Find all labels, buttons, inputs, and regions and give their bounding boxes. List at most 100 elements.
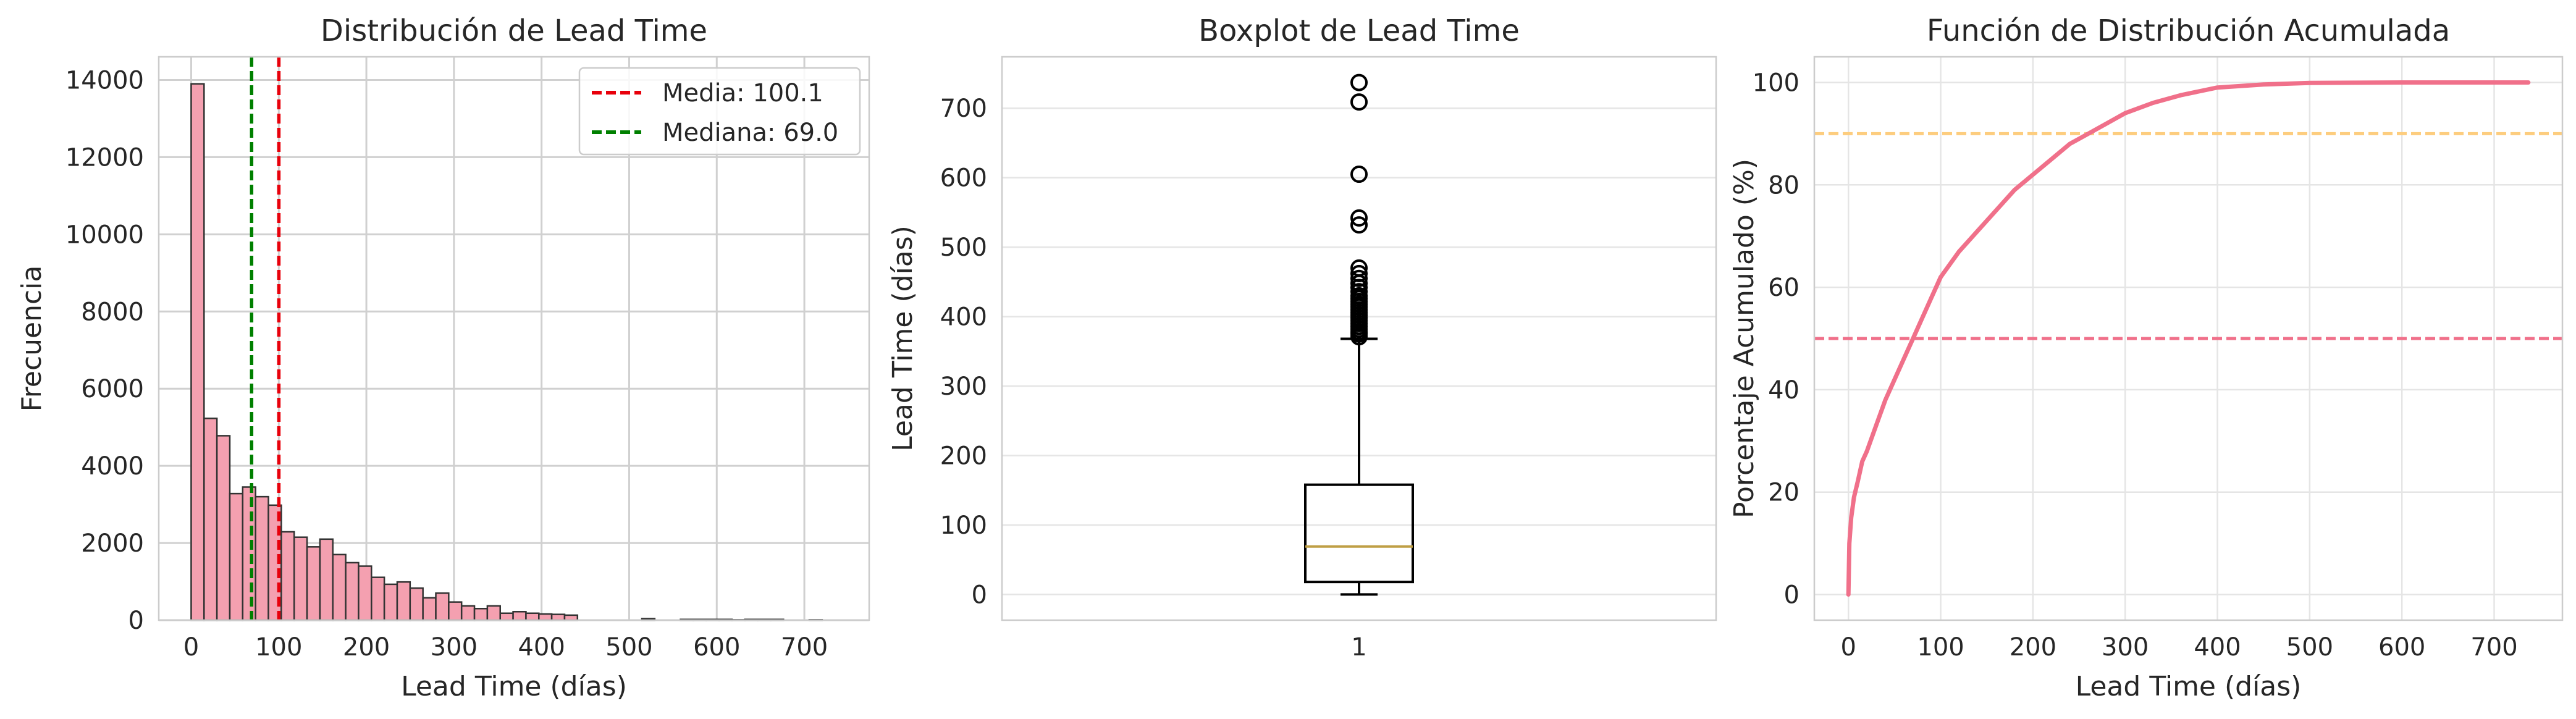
y-tick-label: 4000	[81, 452, 144, 481]
y-tick-label: 100	[940, 511, 987, 540]
histogram-bar	[460, 605, 476, 621]
x-tick-label: 300	[2102, 633, 2149, 662]
y-tick-label: 14000	[65, 66, 144, 95]
x-tick-label: 400	[2194, 633, 2241, 662]
histogram-bar	[409, 587, 424, 621]
histogram-bar	[242, 486, 256, 621]
x-tick-label: 600	[693, 633, 740, 662]
cdf-plot-frame	[1813, 56, 2564, 621]
histogram-bar	[486, 605, 501, 621]
y-tick-label: 0	[128, 607, 144, 635]
legend-median-label: Mediana: 69.0	[662, 119, 838, 147]
histogram-bar	[280, 531, 295, 621]
outlier-point	[1350, 259, 1368, 277]
histogram-reference-lines	[250, 57, 281, 620]
outlier-point	[1350, 264, 1368, 282]
y-tick-label: 2000	[81, 529, 144, 558]
x-tick-label: 500	[2286, 633, 2333, 662]
outlier-point	[1350, 216, 1368, 234]
histogram-plot-frame	[158, 56, 870, 621]
cdf-x-tick-labels: 0 100 200 300 400 500 600 700	[1841, 633, 2518, 662]
y-tick-label: 8000	[81, 298, 144, 326]
legend-mean-label: Media: 100.1	[662, 79, 823, 107]
histogram-bar	[473, 608, 489, 621]
histogram-bar	[229, 492, 244, 621]
histogram-bar	[371, 576, 385, 621]
y-tick-label: 100	[1753, 69, 1799, 97]
x-tick-label: 500	[605, 633, 652, 662]
boxplot-title: Boxplot de Lead Time	[1198, 14, 1520, 48]
x-tick-label: 700	[2470, 633, 2517, 662]
x-tick-label: 400	[518, 633, 565, 662]
histogram-bar	[203, 418, 218, 621]
x-tick-label: 100	[255, 633, 302, 662]
boxplot-plot-frame	[1001, 56, 1717, 621]
histogram-bar	[293, 536, 308, 621]
x-tick-label: 600	[2378, 633, 2425, 662]
y-tick-label: 0	[972, 581, 987, 609]
histogram-bar	[332, 553, 347, 621]
histogram-bar	[396, 581, 411, 621]
iqr-box	[1304, 483, 1414, 584]
histogram-y-tick-labels: 0 2000 4000 6000 8000 10000 12000 14000	[65, 66, 144, 635]
outlier-point	[1350, 166, 1368, 183]
cdf-y-axis-label: Porcentaje Acumulado (%)	[1728, 159, 1760, 518]
histogram-title: Distribución de Lead Time	[321, 14, 707, 48]
histogram-bar	[306, 546, 321, 621]
x-tick-label: 100	[1917, 633, 1964, 662]
histogram-bar	[499, 612, 514, 621]
x-tick-label: 0	[1841, 633, 1856, 662]
histogram-bar	[422, 597, 437, 621]
x-tick-label: 0	[183, 633, 199, 662]
y-tick-label: 0	[1784, 581, 1799, 610]
y-tick-label: 12000	[65, 143, 144, 172]
x-tick-label: 200	[2010, 633, 2056, 662]
y-tick-label: 80	[1768, 171, 1799, 200]
cdf-x-axis-label: Lead Time (días)	[2076, 671, 2302, 702]
y-tick-label: 6000	[81, 375, 144, 403]
cdf-reference-lines	[1814, 132, 2562, 340]
cdf-y-tick-labels: 0 20 40 60 80 100	[1753, 69, 1799, 609]
histogram-bar	[358, 565, 373, 621]
y-tick-label: 10000	[65, 221, 144, 249]
histogram-bar	[216, 435, 231, 621]
histogram-bar	[435, 592, 450, 621]
histogram-y-axis-label: Frecuencia	[16, 266, 48, 412]
x-tick-label: 700	[781, 633, 828, 662]
y-tick-label: 300	[940, 372, 987, 401]
histogram-bar	[319, 538, 334, 621]
y-tick-label: 600	[940, 164, 987, 193]
histogram-bar	[538, 613, 553, 621]
legend-box	[578, 67, 861, 156]
boxplot-box	[1304, 337, 1414, 596]
histogram-panel: 0 100 200 300 400 500 600 700 0 2000 4000 6000 8000…	[16, 14, 870, 702]
y-tick-label: 200	[940, 442, 987, 470]
y-tick-label: 60	[1768, 274, 1799, 302]
cdf-line	[1846, 80, 2531, 597]
outlier-point	[1350, 74, 1368, 91]
outlier-point	[1350, 209, 1368, 227]
outlier-point	[1350, 269, 1368, 287]
y-tick-label: 400	[940, 303, 987, 332]
histogram-bar	[383, 583, 398, 621]
x-tick-label: 300	[431, 633, 478, 662]
y-tick-label: 700	[940, 95, 987, 123]
x-tick-label: 200	[343, 633, 390, 662]
histogram-bar	[525, 612, 540, 621]
histogram-bar	[448, 601, 463, 621]
histogram-bar	[550, 613, 566, 621]
outlier-point	[1350, 93, 1368, 111]
histogram-bar	[255, 495, 269, 621]
histogram-bar	[190, 83, 205, 621]
boxplot-y-axis-label: Lead Time (días)	[887, 225, 919, 452]
histogram-x-tick-labels: 0 100 200 300 400 500 600 700	[183, 633, 828, 662]
boxplot-panel: 0 100 200 300 400 500 600 700 1 Boxplot de Lead…	[887, 14, 1717, 662]
y-tick-label: 40	[1768, 376, 1799, 405]
boxplot-category-label: 1	[1351, 633, 1366, 662]
boxplot-y-tick-labels: 0 100 200 300 400 500 600 700	[940, 95, 987, 609]
histogram-bar	[345, 561, 360, 621]
histogram-x-axis-label: Lead Time (días)	[401, 671, 627, 702]
histogram-legend: Media: 100.1 Mediana: 69.0	[578, 67, 861, 156]
cdf-title: Función de Distribución Acumulada	[1927, 14, 2450, 48]
